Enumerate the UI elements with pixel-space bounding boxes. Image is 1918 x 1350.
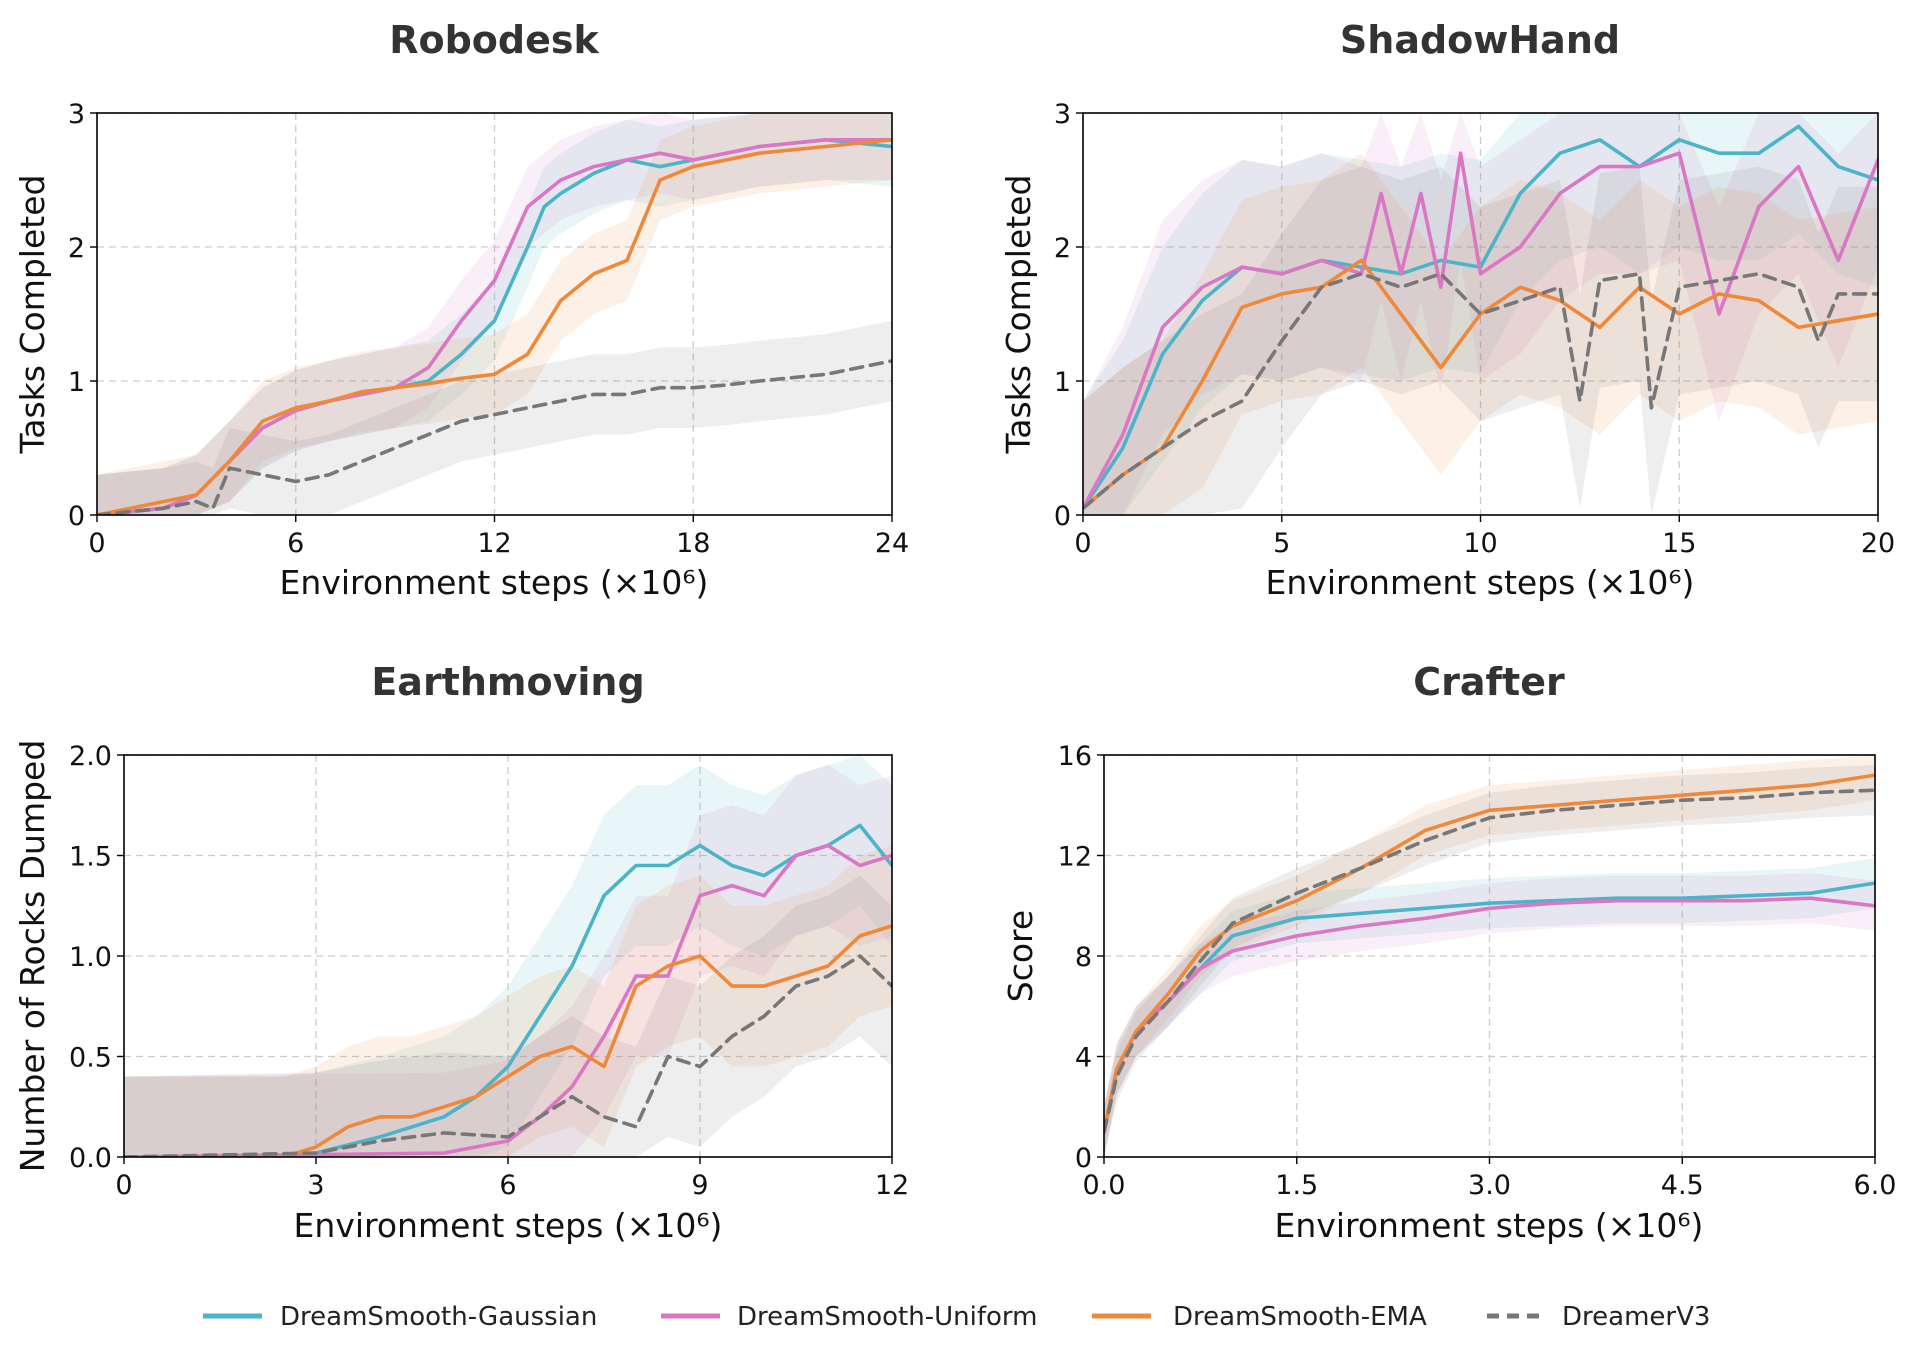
plot-area <box>1083 113 1878 515</box>
y-axis-label: Score <box>1001 910 1040 1002</box>
series-line <box>97 138 892 515</box>
legend-label: DreamSmooth-Gaussian <box>280 1302 597 1332</box>
y-tick-label: 0 <box>1075 1143 1092 1174</box>
x-tick-label: 0 <box>1074 528 1091 559</box>
series-line <box>124 924 892 1157</box>
x-tick-label: 12 <box>477 528 511 559</box>
y-axis-label: Tasks Completed <box>999 175 1038 455</box>
confidence-band <box>1083 166 1878 515</box>
panel-earthmoving: Earthmoving Environment steps (×10⁶) Num… <box>13 660 909 1245</box>
confidence-band <box>1104 858 1875 1157</box>
panel-crafter: Crafter Environment steps (×10⁶) Score 0… <box>1001 660 1896 1245</box>
panel-robodesk: Robodesk Environment steps (×10⁶) Tasks … <box>13 18 909 602</box>
x-tick-label: 4.5 <box>1661 1170 1704 1201</box>
confidence-band <box>1104 755 1875 1157</box>
x-tick-label: 6.0 <box>1854 1170 1897 1201</box>
series-line <box>1104 788 1875 1134</box>
x-tick-label: 9 <box>691 1170 708 1201</box>
y-tick-label: 8 <box>1075 942 1092 973</box>
legend-label: DreamSmooth-EMA <box>1173 1302 1427 1332</box>
legend: DreamSmooth-Gaussian DreamSmooth-Uniform… <box>203 1302 1710 1332</box>
x-tick-label: 6 <box>287 528 304 559</box>
x-tick-label: 0 <box>115 1170 132 1201</box>
y-tick-label: 1.5 <box>69 842 112 873</box>
x-tick-label: 6 <box>499 1170 516 1201</box>
series-line <box>1083 271 1878 511</box>
plot-area <box>124 755 892 1157</box>
confidence-band <box>1104 765 1875 1157</box>
y-tick-label: 2.0 <box>69 741 112 772</box>
confidence-band <box>124 755 892 1157</box>
confidence-band <box>124 875 892 1157</box>
y-tick-label: 4 <box>1075 1043 1092 1074</box>
x-tick-label: 5 <box>1273 528 1290 559</box>
x-axis-label: Environment steps (×10⁶) <box>1266 563 1695 602</box>
x-tick-label: 12 <box>875 1170 909 1201</box>
chart-title: Crafter <box>1413 660 1565 704</box>
x-tick-label: 1.5 <box>1275 1170 1318 1201</box>
y-tick-label: 3 <box>68 99 85 130</box>
y-tick-label: 1 <box>1054 367 1071 398</box>
x-tick-label: 24 <box>875 528 909 559</box>
confidence-band <box>1083 153 1878 515</box>
y-tick-label: 0.5 <box>69 1043 112 1074</box>
series-line <box>124 843 892 1157</box>
y-tick-label: 0.0 <box>69 1143 112 1174</box>
legend-label: DreamSmooth-Uniform <box>737 1302 1037 1332</box>
chart-title: Earthmoving <box>371 660 644 704</box>
x-tick-label: 18 <box>676 528 710 559</box>
panel-shadowhand: ShadowHand Environment steps (×10⁶) Task… <box>999 18 1895 602</box>
confidence-band <box>97 113 892 515</box>
y-tick-label: 3 <box>1054 99 1071 130</box>
y-tick-label: 1.0 <box>69 942 112 973</box>
chart-title: Robodesk <box>389 18 599 62</box>
x-tick-label: 0.0 <box>1083 1170 1126 1201</box>
x-axis-label: Environment steps (×10⁶) <box>1275 1206 1704 1245</box>
y-tick-label: 0 <box>1054 501 1071 532</box>
x-tick-label: 20 <box>1861 528 1895 559</box>
confidence-band <box>97 113 892 515</box>
series-line <box>97 359 892 515</box>
x-tick-label: 3 <box>307 1170 324 1201</box>
y-tick-label: 16 <box>1058 741 1092 772</box>
x-tick-label: 3.0 <box>1468 1170 1511 1201</box>
x-tick-label: 15 <box>1662 528 1696 559</box>
x-axis-label: Environment steps (×10⁶) <box>280 563 709 602</box>
y-axis-label: Tasks Completed <box>13 175 52 455</box>
confidence-band <box>1104 873 1875 1157</box>
y-tick-label: 12 <box>1058 842 1092 873</box>
confidence-band <box>124 765 892 1157</box>
y-tick-label: 2 <box>1054 233 1071 264</box>
y-tick-label: 0 <box>68 501 85 532</box>
confidence-band <box>97 320 892 515</box>
y-tick-label: 2 <box>68 233 85 264</box>
plot-area <box>97 113 892 515</box>
x-axis-label: Environment steps (×10⁶) <box>294 1206 723 1245</box>
confidence-band <box>124 845 892 1157</box>
legend-label: DreamerV3 <box>1562 1302 1710 1332</box>
x-tick-label: 10 <box>1463 528 1497 559</box>
series-line <box>1104 773 1875 1134</box>
series-line <box>124 954 892 1157</box>
y-tick-label: 1 <box>68 367 85 398</box>
x-tick-label: 0 <box>88 528 105 559</box>
confidence-band <box>97 113 892 515</box>
y-axis-label: Number of Rocks Dumped <box>13 740 52 1173</box>
chart-title: ShadowHand <box>1340 18 1620 62</box>
plot-area <box>1104 755 1875 1157</box>
